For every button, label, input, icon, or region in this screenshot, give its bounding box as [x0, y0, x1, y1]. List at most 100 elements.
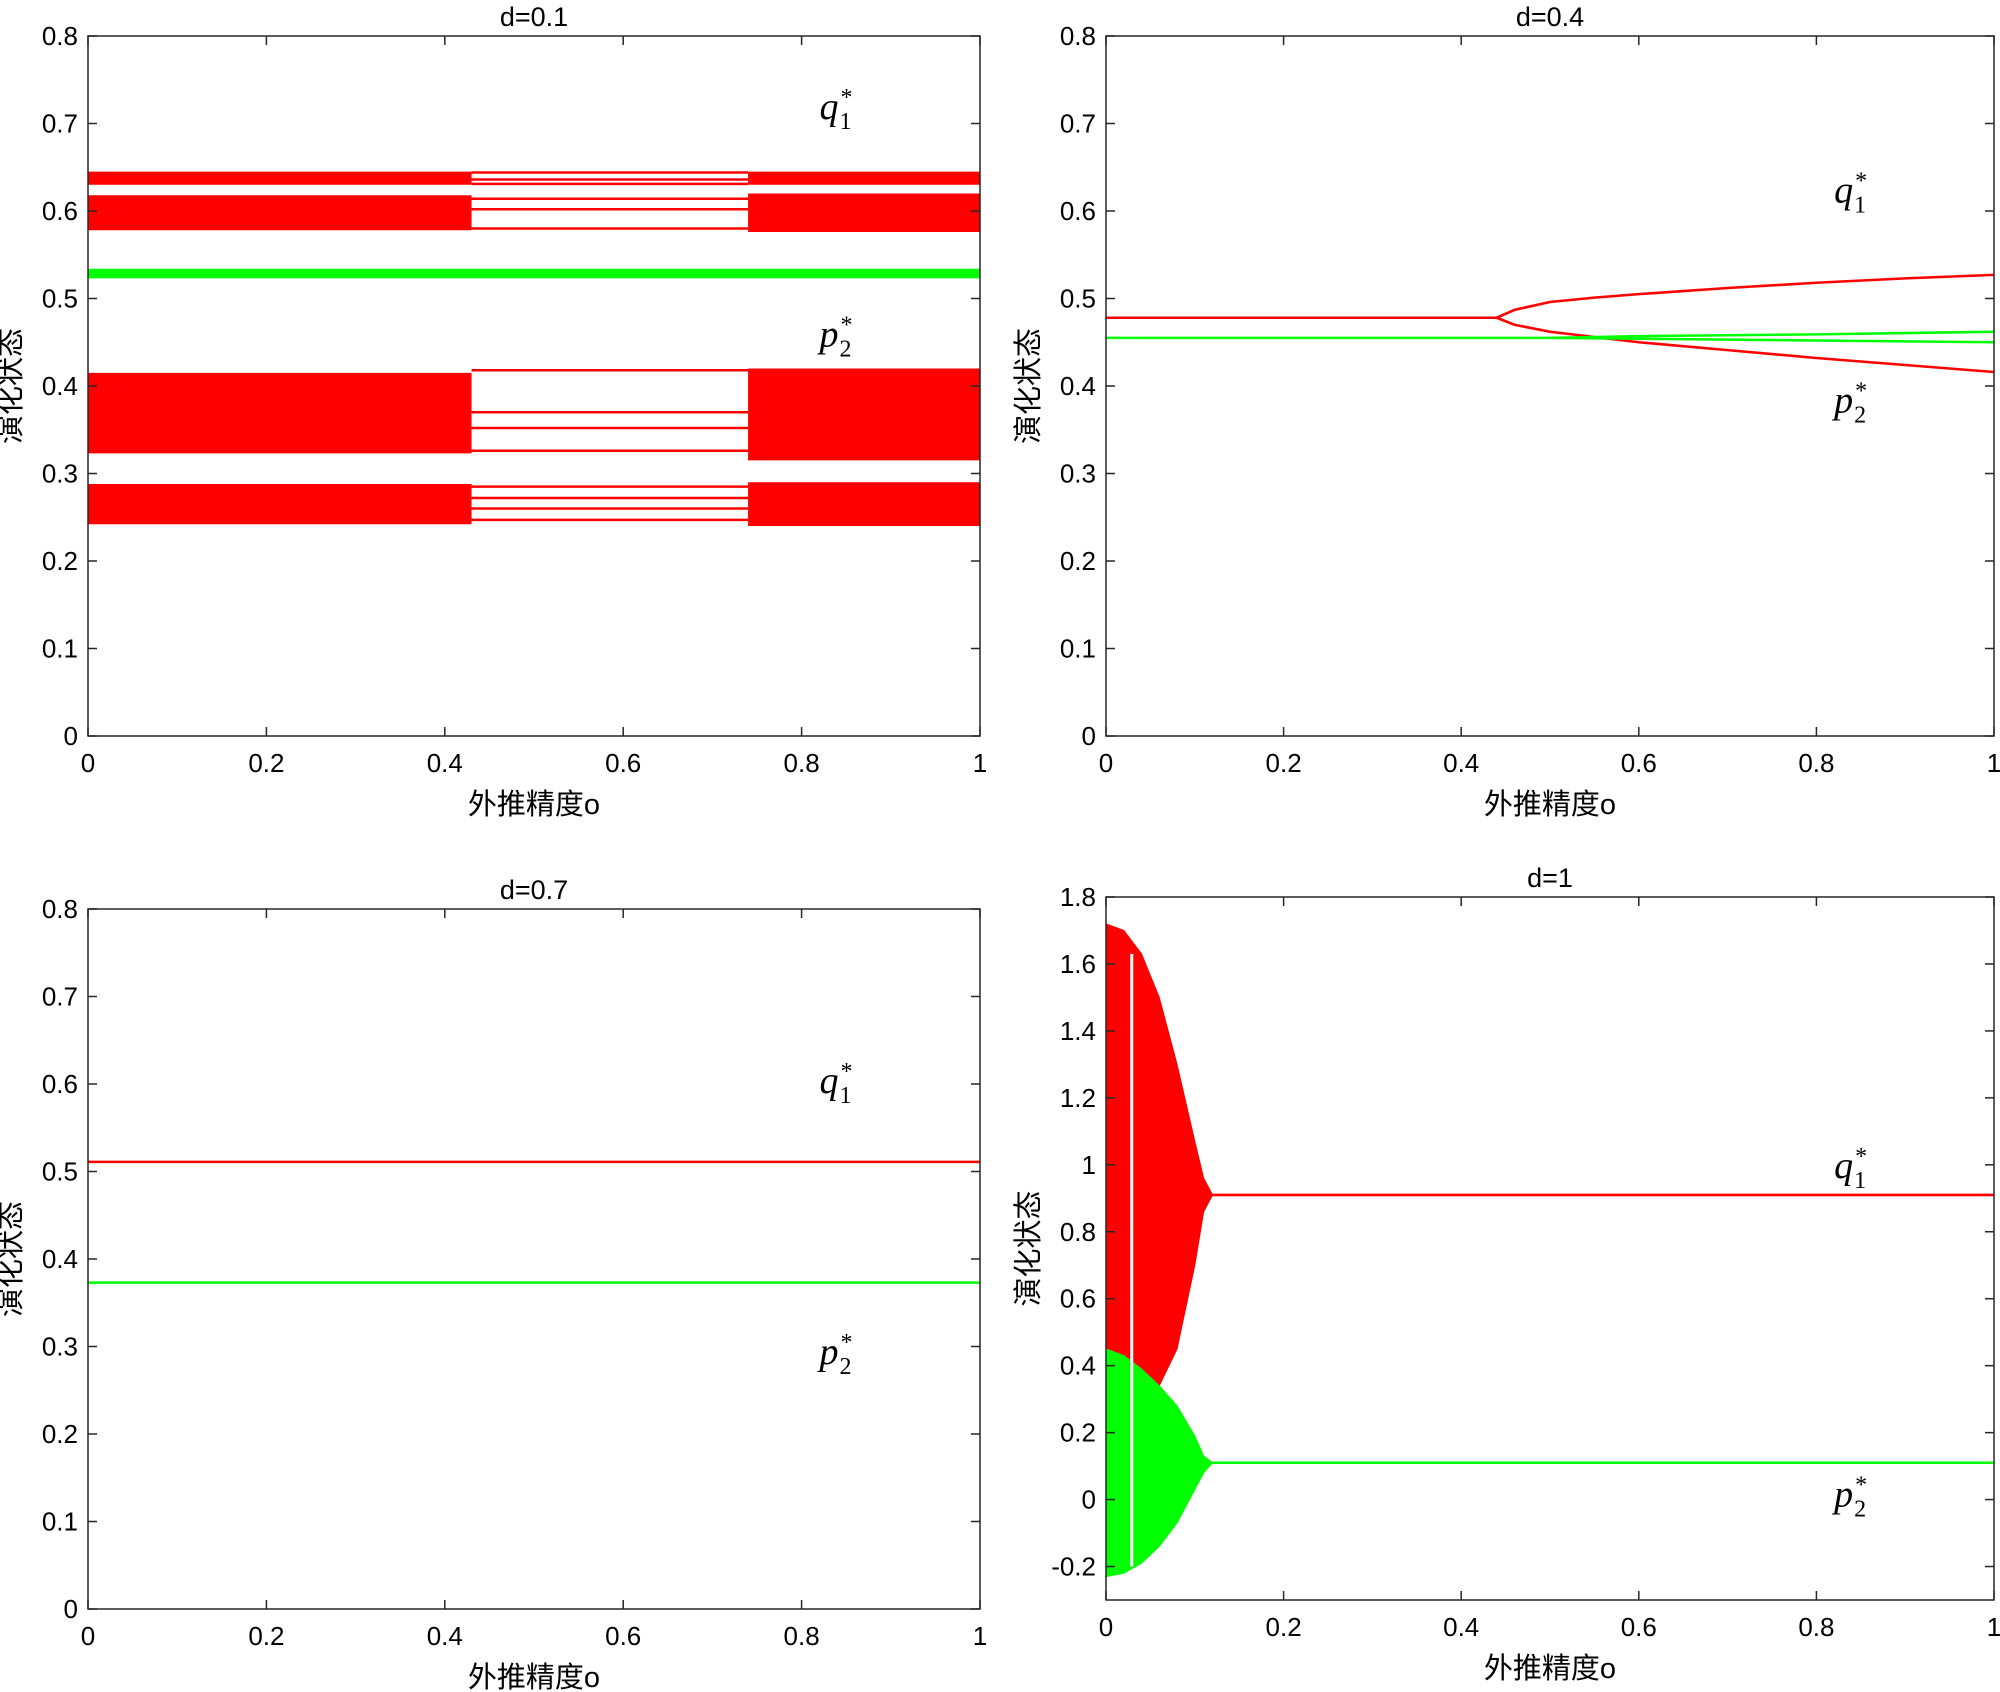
y-tick-label: 0.5 — [1060, 284, 1096, 314]
y-tick-label: 0.6 — [1060, 1284, 1096, 1314]
x-tick-label: 0 — [81, 748, 95, 778]
q1-series-band-1 — [88, 171, 472, 185]
x-tick-label: 1 — [1987, 748, 2000, 778]
y-axis-label: 演化状态 — [1012, 1190, 1045, 1306]
annotation-superscript: * — [840, 1059, 852, 1085]
p2-star-annotation: p *2 — [1831, 378, 1867, 428]
annotation-subscript: 1 — [839, 1083, 851, 1109]
chart-title: d=0.4 — [1516, 2, 1584, 32]
p2-star-annotation: p *2 — [816, 313, 852, 363]
annotation-superscript: * — [840, 85, 852, 111]
y-tick-label: 0.2 — [42, 1419, 78, 1449]
q1-star-annotation: q *1 — [1834, 1144, 1867, 1194]
y-tick-label: 0 — [64, 721, 78, 751]
annotation-base: q — [819, 86, 838, 128]
annotation-base: p — [1831, 379, 1853, 421]
y-tick-label: 0 — [1082, 1485, 1096, 1515]
y-tick-label: -0.2 — [1051, 1552, 1096, 1582]
x-axis-label: 外推精度o — [468, 788, 600, 821]
chart-panel-3: 0 0.2 0.4 0.6 0.8 1 0 0.1 0.2 0.3 0.4 0.5 0.6 0.7 0.8 d… — [0, 875, 987, 1692]
q1-series-band-6 — [748, 193, 980, 232]
p2-series-line-2 — [1549, 336, 1994, 344]
annotation-base: q — [819, 1060, 838, 1102]
plot-area — [1106, 923, 1994, 1578]
x-tick-label: 0.8 — [784, 748, 820, 778]
annotation-superscript: * — [1855, 1472, 1867, 1498]
axes-box — [87, 908, 981, 1610]
y-tick-label: 0.3 — [1060, 459, 1096, 489]
x-tick-label: 0.6 — [605, 1621, 641, 1651]
y-tick-label: 0.2 — [42, 546, 78, 576]
y-tick-label: 0.3 — [42, 1332, 78, 1362]
y-tick-label: 0.6 — [42, 1069, 78, 1099]
annotation-subscript: 1 — [1854, 192, 1866, 218]
x-axis-label: 外推精度o — [1484, 788, 1616, 821]
q1-series-chaotic-region — [1106, 923, 1214, 1387]
x-tick-label: 0.6 — [1621, 1612, 1657, 1642]
y-axis-label: 演化状态 — [0, 1201, 27, 1317]
x-tick-label: 0.4 — [427, 748, 463, 778]
y-tick-label: 0.7 — [42, 109, 78, 139]
q1-series-line-2 — [1496, 316, 1994, 374]
annotation-superscript: * — [840, 313, 852, 339]
q1-series-band-2 — [88, 195, 472, 231]
q1-star-annotation: q *1 — [819, 85, 852, 135]
x-tick-label: 0.8 — [784, 1621, 820, 1651]
y-tick-label: 0.8 — [1060, 1217, 1096, 1247]
y-tick-label: 0.8 — [42, 894, 78, 924]
y-tick-label: 0.1 — [42, 1507, 78, 1537]
annotation-subscript: 1 — [839, 109, 851, 135]
q1-series-band-3 — [88, 372, 472, 454]
y-tick-label: 0.4 — [1060, 1351, 1096, 1381]
x-tick-label: 1 — [973, 1621, 987, 1651]
y-tick-label: 0.8 — [1060, 21, 1096, 51]
y-tick-label: 0.5 — [42, 1157, 78, 1187]
annotation-superscript: * — [1855, 1144, 1867, 1170]
chart-panel-1: 0 0.2 0.4 0.6 0.8 1 0 0.1 0.2 0.3 0.4 0.5 0.6 0.7 0.8 d… — [0, 2, 987, 821]
annotation-subscript: 1 — [1854, 1168, 1866, 1194]
y-tick-label: 0.6 — [1060, 196, 1096, 226]
y-tick-label: 0.7 — [1060, 109, 1096, 139]
y-tick-label: 0 — [1082, 721, 1096, 751]
x-tick-label: 0.2 — [1266, 1612, 1302, 1642]
annotation-base: p — [816, 314, 838, 356]
y-tick-label: 0 — [64, 1594, 78, 1624]
x-tick-label: 1 — [973, 748, 987, 778]
x-tick-label: 0.8 — [1798, 748, 1834, 778]
x-tick-label: 0.2 — [248, 748, 284, 778]
x-tick-label: 1 — [1987, 1612, 2000, 1642]
x-tick-label: 0.2 — [1266, 748, 1302, 778]
annotation-subscript: 2 — [839, 337, 851, 363]
y-tick-label: 1 — [1082, 1150, 1096, 1180]
y-tick-label: 0.1 — [1060, 634, 1096, 664]
y-tick-label: 0.4 — [42, 371, 78, 401]
y-axis-label: 演化状态 — [1012, 328, 1045, 444]
x-tick-label: 0 — [1099, 1612, 1113, 1642]
plot-area — [88, 171, 980, 526]
plot-area — [1106, 273, 1994, 374]
y-axis-label: 演化状态 — [0, 328, 27, 444]
p2-star-annotation: p *2 — [816, 1330, 852, 1380]
x-tick-label: 0.8 — [1798, 1612, 1834, 1642]
x-tick-label: 0.4 — [1443, 1612, 1479, 1642]
y-tick-label: 0.2 — [1060, 1418, 1096, 1448]
x-tick-label: 0.4 — [1443, 748, 1479, 778]
q1-series-line-1 — [1106, 273, 1994, 320]
chart-title: d=0.1 — [500, 2, 568, 32]
annotation-subscript: 2 — [1854, 402, 1866, 428]
x-tick-label: 0 — [81, 1621, 95, 1651]
annotation-subscript: 2 — [1854, 1496, 1866, 1522]
x-tick-label: 0.6 — [605, 748, 641, 778]
annotation-base: q — [1834, 1145, 1853, 1187]
x-tick-label: 0.6 — [1621, 748, 1657, 778]
p2-star-annotation: p *2 — [1831, 1472, 1867, 1522]
y-tick-label: 1.8 — [1060, 882, 1096, 912]
q1-series-band-7 — [748, 368, 980, 461]
chart-title: d=1 — [1527, 863, 1573, 893]
axes-box — [1105, 896, 1995, 1601]
y-tick-label: 0.4 — [42, 1244, 78, 1274]
annotation-superscript: * — [1855, 378, 1867, 404]
x-tick-label: 0.2 — [248, 1621, 284, 1651]
q1-series-band-8 — [748, 482, 980, 526]
